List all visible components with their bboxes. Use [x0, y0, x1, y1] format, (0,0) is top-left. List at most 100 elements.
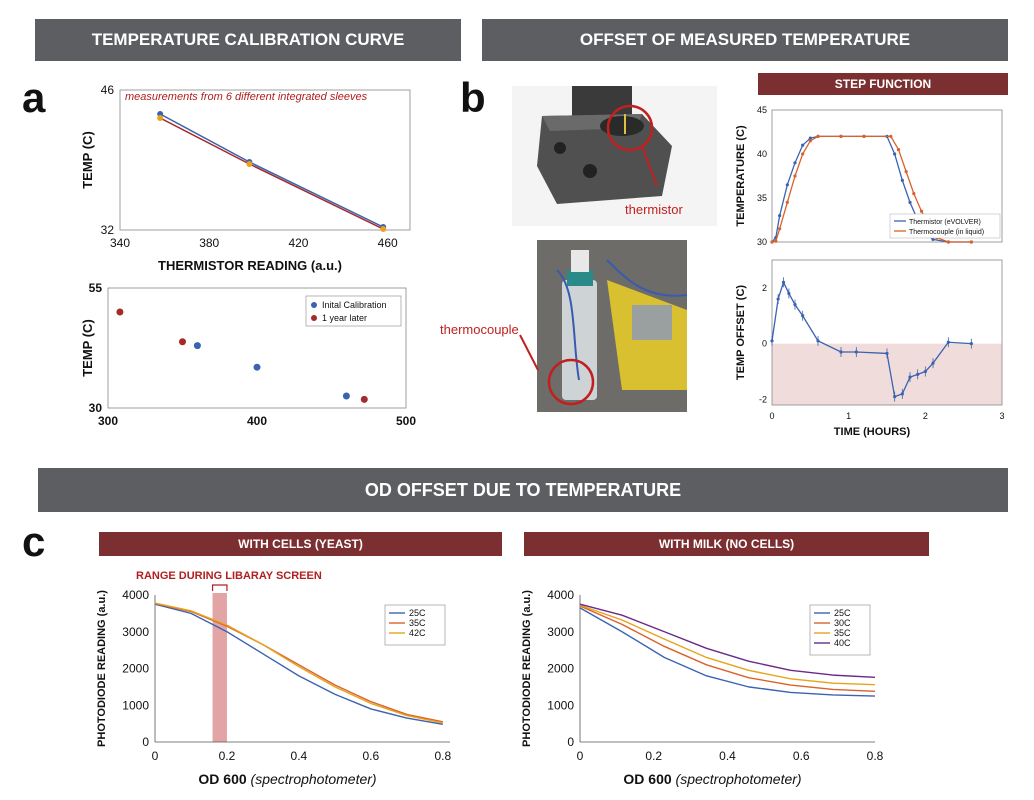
b1-data-point	[839, 134, 843, 138]
b2-series-line	[771, 280, 972, 398]
a2-y-axis-label: TEMP (C)	[80, 319, 95, 377]
b1-data-point	[801, 143, 805, 147]
thermistor-pointer-line	[641, 145, 658, 187]
b2-xtick-label: 3	[999, 411, 1004, 421]
b2-data-point	[801, 314, 805, 318]
thermistor-photo	[512, 86, 717, 226]
b2-frame	[771, 259, 1003, 406]
b1-ytick-label: 35	[757, 193, 767, 203]
c2-series-line	[579, 603, 876, 679]
a1-data-point	[246, 161, 253, 167]
thermocouple-photo	[537, 240, 687, 412]
c1-ytick-label: 4000	[122, 588, 149, 602]
b2-data-point	[839, 350, 843, 354]
b1-data-point	[785, 183, 789, 187]
c1-legend-label: 25C	[409, 608, 426, 618]
b1-legend-label: Thermocouple (in liquid)	[909, 229, 984, 236]
c2-xtick-label: 0	[577, 749, 584, 763]
c1-ytick-label: 2000	[122, 662, 149, 676]
c1-ytick-label: 1000	[122, 698, 149, 712]
b1-data-point	[808, 136, 812, 140]
c2-x-axis-label: OD 600 (spectrophotometer)	[623, 771, 801, 787]
od-milk-chart: 0 0.2 0.4 0.6 0.8 0 1000 2000 3000 4000 25C30C35C4…	[521, 588, 884, 787]
c1-range-bracket	[211, 584, 228, 591]
c2-y-axis-label: PHOTODIODE READING (a.u.)	[521, 590, 533, 747]
b1-data-point	[778, 227, 782, 231]
c1-xtick-label: 0.8	[434, 749, 451, 763]
b2-data-point	[816, 339, 820, 343]
a2-data-point	[253, 363, 261, 371]
a1-y-axis-label: TEMP (C)	[80, 131, 95, 189]
b2-data-point	[770, 339, 774, 343]
a1-data-point	[380, 226, 387, 232]
meter-screen	[632, 305, 672, 340]
b2-data-point	[931, 361, 935, 365]
b1-ytick-label: 30	[757, 237, 767, 247]
b1-data-point	[808, 139, 812, 143]
a2-data-point	[179, 338, 186, 346]
panel-label-a: a	[22, 74, 46, 121]
a1-xtick-label: 380	[199, 236, 219, 250]
a2-xtick-label: 500	[396, 414, 416, 428]
c1-series-line	[154, 603, 443, 726]
a2-frame	[107, 287, 407, 409]
thermocouple-label: thermocouple	[440, 322, 519, 337]
thermistor-circle-marker	[606, 104, 654, 152]
thermistor-label: thermistor	[625, 202, 683, 217]
b2-data-point	[900, 392, 904, 396]
c2-series-line	[579, 607, 876, 697]
thermocouple-pointer	[519, 334, 539, 371]
sleeve-opening	[600, 116, 644, 136]
thermocouple-circle-marker	[547, 358, 595, 406]
c1-xtick-label: 0.6	[363, 749, 380, 763]
a2-data-point	[360, 395, 368, 403]
b2-data-point	[969, 342, 973, 346]
b1-data-point	[946, 240, 950, 244]
b2-data-point	[908, 375, 912, 379]
b1-data-point	[785, 200, 789, 204]
c1-y-axis-label: PHOTODIODE READING (a.u.)	[96, 590, 108, 747]
c1-legend-box	[384, 604, 446, 646]
vial-cap	[567, 270, 593, 286]
with-milk-banner: WITH MILK (NO CELLS)	[524, 532, 929, 556]
b2-ytick-label: -2	[759, 394, 767, 404]
thermocouple-photo-drawing	[537, 240, 687, 412]
a2-xtick-label: 400	[247, 414, 267, 428]
a2-legend-label: Inital Calibration	[322, 300, 387, 310]
a1-ytick-label: 32	[101, 223, 115, 237]
meter-wire	[606, 259, 687, 297]
b2-ytick-label: 2	[762, 283, 767, 293]
a1-x-axis-label: THERMISTOR READING (a.u.)	[158, 258, 342, 273]
step-temperature-chart: 30 35 40 45 Thermistor (eVOLVER) Thermocouple…	[735, 105, 1003, 247]
sleeve-hole-front	[583, 164, 597, 178]
b2-data-point	[776, 297, 780, 301]
c1-legend-label: 42C	[409, 628, 426, 638]
b1-data-point	[893, 152, 897, 156]
c2-series-line	[579, 604, 876, 686]
a2-ytick-label: 30	[89, 401, 103, 415]
b2-data-point	[923, 369, 927, 374]
b2-data-point	[893, 395, 897, 399]
a1-xtick-label: 460	[378, 236, 398, 250]
b1-data-point	[969, 240, 973, 244]
c2-xtick-label: 0.8	[867, 749, 884, 763]
b1-data-point	[778, 214, 782, 218]
b2-data-point	[854, 350, 858, 354]
c2-legend-label: 40C	[834, 638, 851, 648]
b1-legend-box	[889, 213, 1001, 239]
b1-y-axis-label: TEMPERATURE (C)	[735, 125, 747, 227]
b2-data-point	[946, 340, 950, 344]
b2-xtick-label: 0	[769, 411, 774, 421]
a1-data-point	[157, 115, 164, 121]
b2-data-point	[916, 372, 920, 376]
calibration-drift-chart: 300 400 500 30 55 Inital Calibration 1 year la…	[80, 281, 416, 428]
b1-data-point	[912, 192, 916, 196]
b2-x-axis-label: TIME (HOURS)	[834, 426, 911, 438]
a1-ytick-label: 46	[101, 83, 115, 97]
a2-legend-marker	[311, 302, 317, 308]
panel-label-b: b	[460, 74, 486, 121]
offset-banner: OFFSET OF MEASURED TEMPERATURE	[482, 19, 1008, 61]
a2-ytick-label: 55	[89, 281, 103, 295]
a2-legend-marker	[311, 315, 317, 321]
c1-ytick-label: 0	[142, 735, 149, 749]
